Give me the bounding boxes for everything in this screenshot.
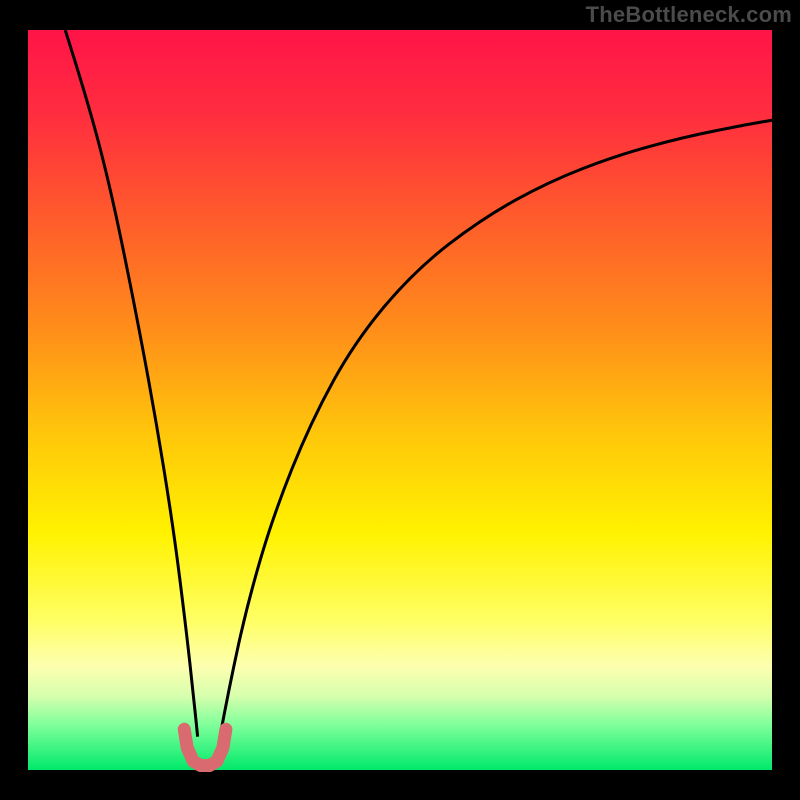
gradient-background (28, 30, 772, 770)
chart-container: TheBottleneck.com (0, 0, 800, 800)
watermark-text: TheBottleneck.com (586, 2, 792, 28)
bottleneck-chart (0, 0, 800, 800)
